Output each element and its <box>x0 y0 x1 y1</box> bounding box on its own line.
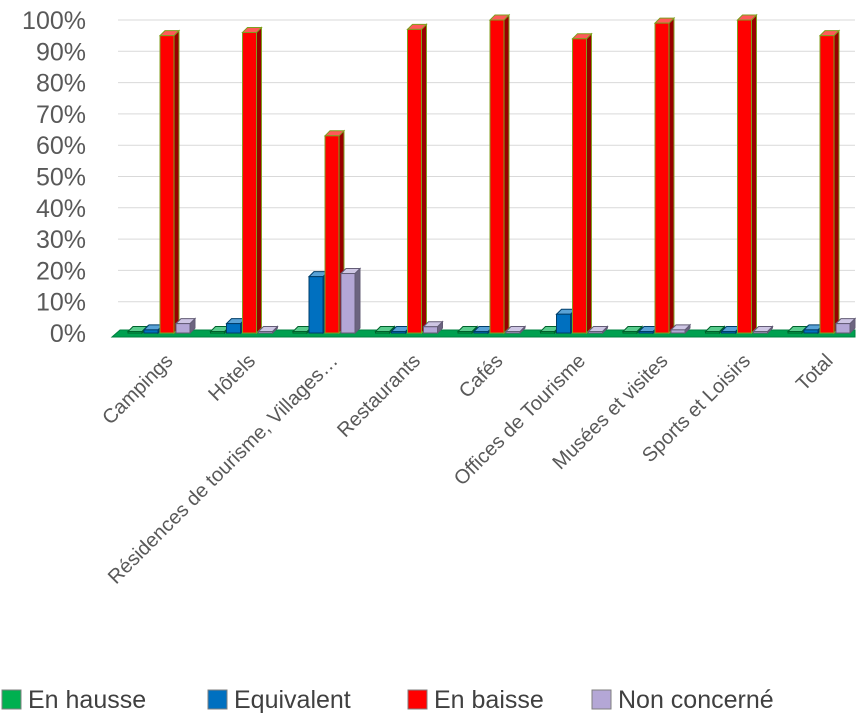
legend-label: En baisse <box>434 686 544 714</box>
y-tick-label: 80% <box>36 70 86 98</box>
legend-entry: En baisse <box>407 686 544 714</box>
x-tick-label: Campings <box>98 350 177 429</box>
bar <box>587 325 609 335</box>
bar <box>174 317 197 335</box>
y-tick-label: 70% <box>36 101 86 129</box>
bar <box>653 16 676 335</box>
legend: En hausse Equivalent En baisse Non concerné <box>1 686 774 714</box>
bar <box>488 13 511 335</box>
bar <box>571 32 593 335</box>
legend-swatch <box>407 689 428 710</box>
bar <box>158 29 181 335</box>
bar <box>736 13 758 335</box>
legend-entry: Equivalent <box>207 686 351 714</box>
y-tick-label: 10% <box>36 289 86 317</box>
bar <box>834 317 856 335</box>
x-tick-label: Hôtels <box>204 350 260 406</box>
x-tick-label: Restaurants <box>333 350 425 442</box>
bar <box>422 320 444 335</box>
y-tick-label: 40% <box>36 195 86 223</box>
y-tick-label: 30% <box>36 226 86 254</box>
y-tick-label: 90% <box>36 38 86 66</box>
x-tick-label: Cafés <box>455 350 508 403</box>
x-tick-label: Total <box>792 350 837 395</box>
y-tick-label: 60% <box>36 132 86 160</box>
bar <box>339 267 362 335</box>
legend-swatch <box>1 689 22 710</box>
gridlines <box>118 19 855 334</box>
bar <box>374 325 396 335</box>
legend-swatch <box>591 689 612 710</box>
y-tick-label: 50% <box>36 164 86 192</box>
bar <box>456 325 479 335</box>
legend-swatch <box>207 689 228 710</box>
y-tick-label: 20% <box>36 257 86 285</box>
bars <box>126 13 856 335</box>
legend-label: En hausse <box>28 686 146 714</box>
bar <box>406 23 428 335</box>
bar <box>818 29 841 335</box>
legend-entry: Non concerné <box>591 686 774 714</box>
bar <box>504 325 527 335</box>
legend-label: Equivalent <box>234 686 351 714</box>
bar <box>257 325 279 335</box>
bar <box>704 325 726 335</box>
y-tick-label: 0% <box>50 320 86 348</box>
bar <box>241 26 263 335</box>
bar <box>752 325 774 335</box>
bar <box>669 323 692 335</box>
y-tick-label: 100% <box>22 7 86 35</box>
legend-entry: En hausse <box>1 686 146 714</box>
y-axis: 0% 10% 20% 30% 40% 50% 60% 70% 80% 90% 100% <box>22 7 86 348</box>
legend-label: Non concerné <box>618 686 774 714</box>
